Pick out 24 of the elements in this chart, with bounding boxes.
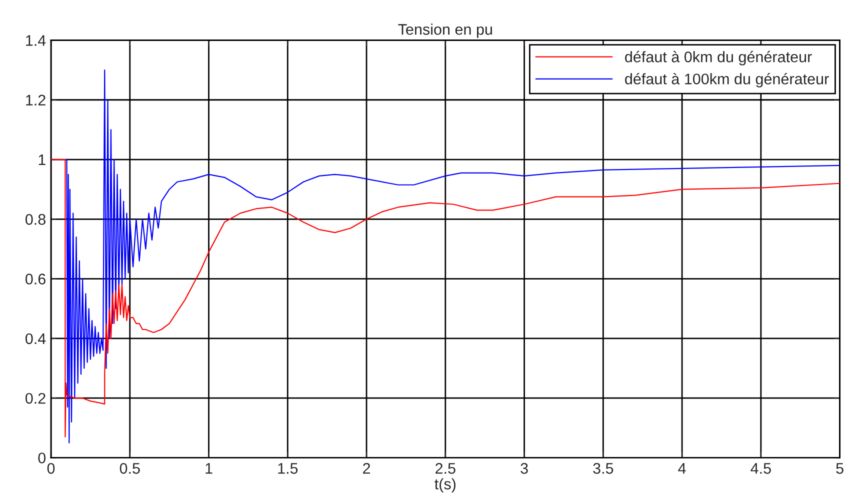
x-tick-label: 4.5 bbox=[750, 463, 771, 474]
x-tick-label: 5 bbox=[836, 463, 844, 474]
x-tick-label: 1.5 bbox=[278, 463, 298, 474]
y-tick-label: 1.2 bbox=[26, 94, 46, 106]
y-tick-label: 1 bbox=[38, 154, 46, 166]
x-tick-label: 2 bbox=[363, 462, 370, 474]
y-tick-label: 0.2 bbox=[26, 392, 46, 404]
x-tick-label: 2.5 bbox=[436, 462, 456, 474]
y-tick-label: 0.8 bbox=[26, 214, 46, 225]
x-tick-label: 0 bbox=[47, 462, 55, 474]
y-tick-label: 0.4 bbox=[26, 333, 46, 344]
x-tick-label: 3 bbox=[520, 462, 528, 474]
y-tick-label: 0 bbox=[38, 452, 46, 464]
legend-label: défaut à 0km du générateur bbox=[625, 50, 812, 66]
y-tick-label: 1.4 bbox=[26, 35, 46, 46]
line-series bbox=[51, 158, 840, 438]
x-tick-label: 1 bbox=[206, 463, 212, 474]
y-tick-label: 0.6 bbox=[26, 274, 46, 284]
legend-label: défaut à 100km du générateur bbox=[625, 72, 829, 88]
chart-title: Tension en pu bbox=[398, 24, 492, 38]
x-tick-label: 4 bbox=[678, 463, 686, 474]
x-tick-label: 3.5 bbox=[593, 462, 614, 474]
x-axis-title: t(s) bbox=[434, 478, 456, 492]
x-tick-label: 0.5 bbox=[120, 462, 140, 474]
